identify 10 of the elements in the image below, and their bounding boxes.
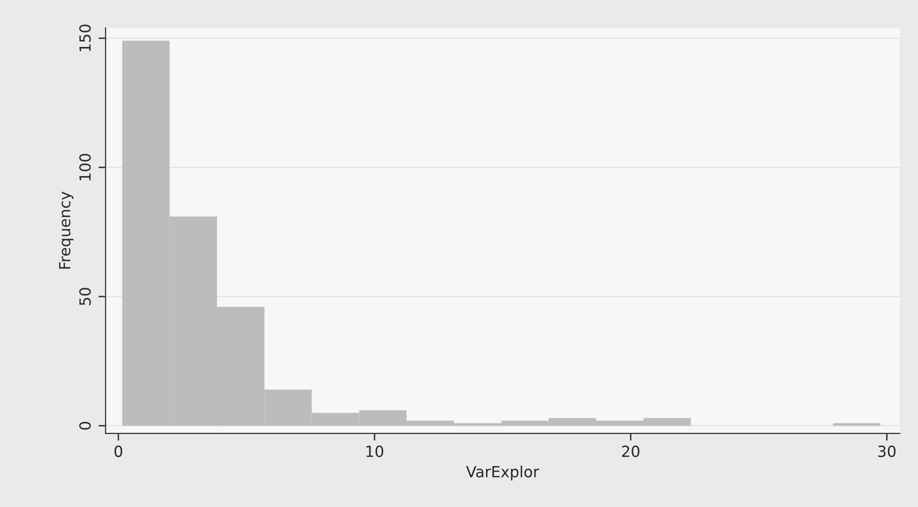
x-tick-label: 10 (366, 446, 384, 458)
x-tick-label: 0 (114, 446, 122, 458)
y-tick-label: 100 (79, 154, 91, 180)
y-tick-label: 150 (79, 24, 91, 52)
x-tick-label: 30 (878, 446, 896, 458)
x-axis-title: VarExplor (466, 466, 540, 480)
y-tick-label: 0 (79, 422, 91, 430)
y-axis-title: Frequency (59, 192, 74, 269)
x-tick-label: 20 (622, 446, 640, 458)
y-tick-label: 50 (79, 288, 91, 306)
